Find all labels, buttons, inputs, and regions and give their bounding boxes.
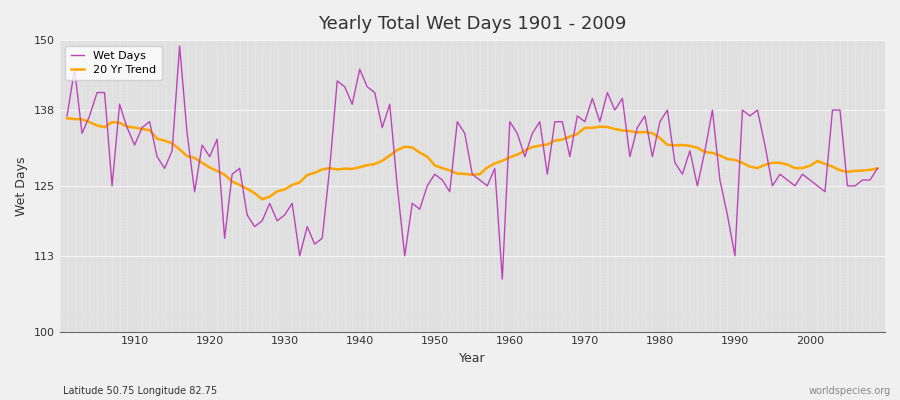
Wet Days [175,44,185,48]
Wet Days [512,131,523,136]
Wet Days [872,166,883,171]
Wet Days [609,108,620,112]
20 Yr Trend [872,166,883,171]
Y-axis label: Wet Days: Wet Days [15,156,28,216]
20 Yr Trend [122,124,132,129]
Line: 20 Yr Trend: 20 Yr Trend [67,118,878,199]
20 Yr Trend [339,166,350,171]
20 Yr Trend [61,116,72,121]
20 Yr Trend [294,180,305,185]
Wet Days [61,114,72,118]
Wet Days [122,125,132,130]
Wet Days [497,277,508,282]
Text: Latitude 50.75 Longitude 82.75: Latitude 50.75 Longitude 82.75 [63,386,217,396]
Wet Days [519,154,530,159]
20 Yr Trend [504,155,515,160]
20 Yr Trend [602,124,613,129]
Title: Yearly Total Wet Days 1901 - 2009: Yearly Total Wet Days 1901 - 2009 [318,15,626,33]
Text: worldspecies.org: worldspecies.org [809,386,891,396]
Wet Days [294,254,305,258]
20 Yr Trend [256,197,267,202]
Legend: Wet Days, 20 Yr Trend: Wet Days, 20 Yr Trend [65,46,162,80]
20 Yr Trend [512,152,523,157]
Line: Wet Days: Wet Days [67,46,878,279]
Wet Days [339,84,350,89]
X-axis label: Year: Year [459,352,486,365]
